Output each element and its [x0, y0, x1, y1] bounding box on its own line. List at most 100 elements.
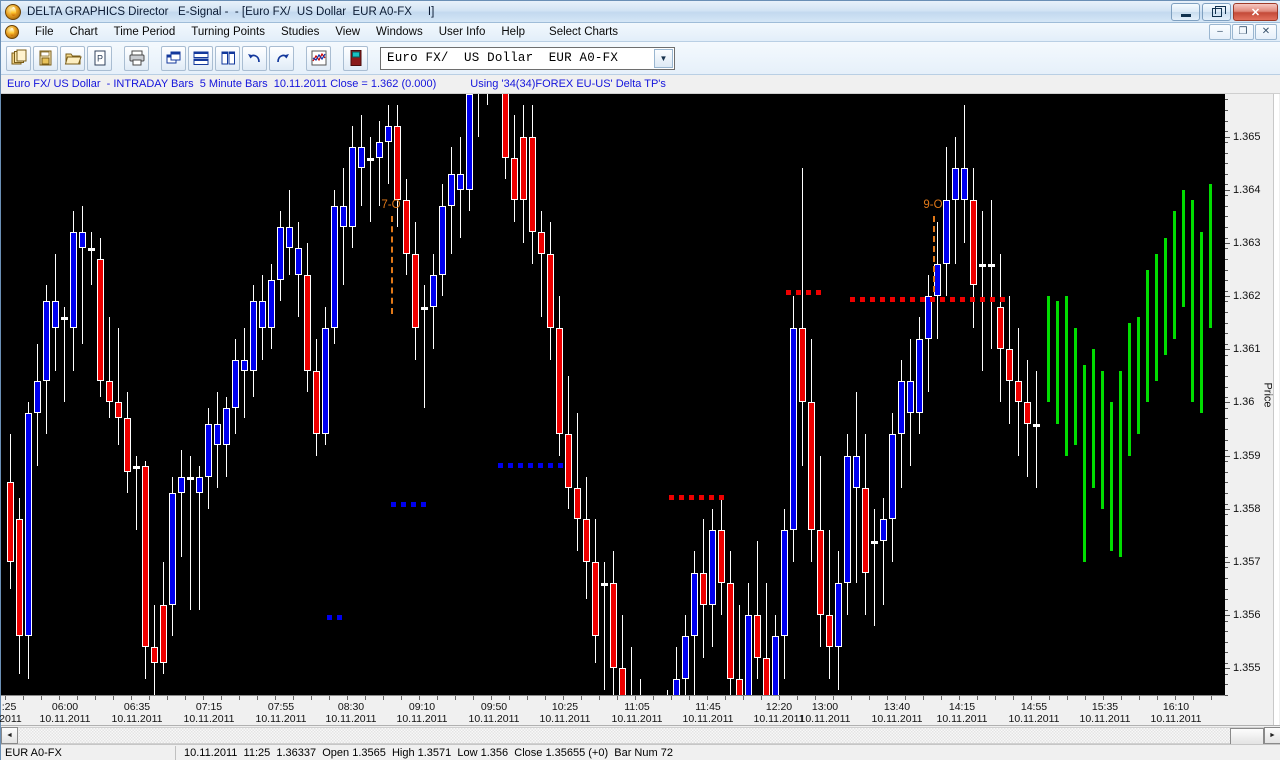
price-axis-title: Price — [1261, 381, 1274, 408]
open-chart-button[interactable] — [60, 45, 85, 71]
candle-body — [439, 205, 446, 275]
price-minor-tick — [1225, 588, 1228, 590]
high-low-bar — [1083, 365, 1086, 563]
dot-marker — [796, 290, 801, 295]
menu-item-view[interactable]: View — [335, 26, 361, 38]
candle-body — [331, 205, 338, 328]
scrollbar-track[interactable] — [18, 726, 1264, 745]
candle-body — [61, 317, 68, 321]
cascade-windows-button[interactable] — [161, 45, 186, 71]
menu-item-time-period[interactable]: Time Period — [113, 26, 176, 38]
candle-body — [421, 306, 428, 310]
candle-body — [502, 94, 509, 158]
time-tick-label: 15:35 10.11.2011 — [1080, 701, 1131, 725]
print-button[interactable] — [124, 45, 149, 71]
price-tick — [1225, 455, 1230, 457]
inner-close-button[interactable]: ✕ — [1255, 24, 1277, 40]
time-tick-date: 10.11.2011 — [611, 713, 663, 725]
candle-body — [259, 301, 266, 328]
candle-body — [610, 583, 617, 669]
price-minor-tick — [1225, 290, 1228, 292]
dot-marker — [528, 463, 533, 468]
price-minor-tick — [1225, 663, 1228, 665]
chart-plot[interactable]: 7-O9-O8-O — [1, 94, 1225, 695]
new-chart-button[interactable] — [6, 45, 31, 71]
svg-text:P: P — [96, 54, 102, 64]
candle-body — [943, 200, 950, 265]
price-minor-tick — [1225, 546, 1228, 548]
dot-marker — [699, 495, 704, 500]
candle-body — [349, 147, 356, 227]
time-tick-label: 07:55 10.11.2011 — [256, 701, 307, 725]
scroll-right-button[interactable]: ► — [1264, 726, 1280, 744]
time-minor-tick — [509, 696, 510, 700]
time-minor-tick — [959, 696, 960, 700]
chart-area: 7-O9-O8-O Price 1.3651.3641.3631.3621.36… — [0, 94, 1280, 726]
price-minor-tick — [1225, 652, 1228, 654]
candle-body — [358, 147, 365, 169]
candle-body — [376, 141, 383, 158]
time-tick-time: :25 — [1, 701, 17, 713]
time-minor-tick — [1049, 696, 1050, 700]
save-chart-button[interactable] — [33, 45, 58, 71]
menu-item-chart[interactable]: Chart — [69, 26, 98, 38]
indicator-chart-button[interactable] — [306, 45, 331, 71]
scrollbar-thumb[interactable] — [1230, 727, 1264, 745]
candle-body — [583, 519, 590, 563]
time-minor-tick — [293, 696, 294, 700]
horizontal-scrollbar[interactable]: ◄ ► — [1, 725, 1280, 745]
undo-button[interactable] — [242, 45, 267, 71]
candle-body — [286, 226, 293, 249]
menu-item-windows[interactable]: Windows — [376, 26, 423, 38]
candle-body — [394, 125, 401, 201]
menu-item-help[interactable]: Help — [501, 26, 526, 38]
menu-item-select-charts[interactable]: Select Charts — [549, 26, 619, 38]
candle-body — [952, 168, 959, 201]
dot-marker — [960, 297, 965, 302]
candle-body — [979, 264, 986, 268]
price-tick — [1225, 615, 1230, 617]
time-tick-time: 08:30 — [337, 701, 365, 713]
tile-vertical-button[interactable] — [215, 45, 240, 71]
menu-item-turning-points[interactable]: Turning Points — [191, 26, 265, 38]
candle-body — [295, 248, 302, 275]
candle-wick — [874, 508, 875, 626]
time-minor-tick — [635, 696, 636, 700]
time-tick-date: 10.11.2011 — [799, 713, 851, 725]
symbol-selector[interactable]: Euro FX/ US Dollar EUR A0-FX I ▼ — [380, 46, 675, 70]
price-minor-tick — [1225, 226, 1228, 228]
menu-item-user-info[interactable]: User Info — [438, 26, 486, 38]
price-minor-tick — [1225, 237, 1228, 239]
inner-restore-button[interactable]: ❐ — [1232, 24, 1254, 40]
restore-button[interactable] — [1202, 3, 1231, 21]
price-minor-tick — [1225, 375, 1228, 377]
time-tick-label: 10:25 10.11.2011 — [540, 701, 591, 725]
price-tick-label: 1.364 — [1233, 183, 1261, 196]
candle-body — [808, 402, 815, 531]
candle-body — [718, 530, 725, 584]
menu-item-studies[interactable]: Studies — [280, 26, 320, 38]
support-dotted-line — [327, 615, 342, 620]
minimize-button[interactable] — [1171, 3, 1200, 21]
high-low-bar — [1110, 402, 1113, 552]
close-button[interactable]: ✕ — [1233, 3, 1278, 21]
scroll-left-button[interactable]: ◄ — [1, 726, 18, 744]
dot-marker — [870, 297, 875, 302]
chevron-down-icon[interactable]: ▼ — [654, 48, 673, 68]
candle-body — [754, 615, 761, 658]
candle-body — [340, 205, 347, 227]
time-tick-time: 14:55 — [1020, 701, 1048, 713]
inner-minimize-button[interactable]: – — [1209, 24, 1231, 40]
candle-body — [511, 157, 518, 201]
page-p-icon: P — [94, 50, 105, 66]
redo-button[interactable] — [269, 45, 294, 71]
menu-item-file[interactable]: File — [35, 26, 54, 38]
candle-body — [241, 359, 248, 371]
page-properties-button[interactable]: P — [87, 45, 112, 71]
chart-info-bar: Euro FX/ US Dollar - INTRADAY Bars 5 Min… — [1, 75, 1280, 94]
time-minor-tick — [1121, 696, 1122, 700]
tile-horizontal-button[interactable] — [188, 45, 213, 71]
exit-button[interactable] — [343, 45, 368, 71]
time-minor-tick — [1085, 696, 1086, 700]
tile-vertical-icon — [221, 51, 235, 65]
